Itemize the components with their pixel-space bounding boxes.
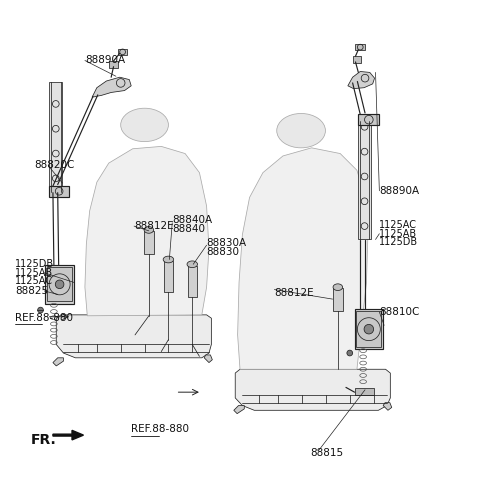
Polygon shape [204,355,212,363]
Ellipse shape [277,114,325,148]
Circle shape [37,307,43,313]
Text: 88812E: 88812E [134,221,174,231]
Text: 1125AB: 1125AB [15,268,53,278]
Text: FR.: FR. [31,433,57,447]
Text: REF.88-880: REF.88-880 [15,313,73,323]
Text: REF.88-880: REF.88-880 [131,424,189,434]
Bar [49,82,62,192]
Bar [47,267,72,301]
Ellipse shape [163,256,174,263]
Bar [118,49,127,55]
Text: 1125DB: 1125DB [15,259,54,269]
Text: 88840A: 88840A [172,215,212,226]
Text: 88890A: 88890A [85,55,125,66]
Circle shape [364,324,373,334]
Polygon shape [56,315,211,358]
Text: 88825: 88825 [15,286,48,296]
Bar [45,265,74,304]
Bar [357,311,381,347]
Polygon shape [238,148,368,369]
Text: 88815: 88815 [311,448,344,458]
Text: 88810C: 88810C [379,307,420,317]
Bar [188,266,197,297]
Ellipse shape [187,261,198,267]
Bar [164,261,173,292]
Ellipse shape [144,227,154,233]
Polygon shape [348,72,374,89]
Text: 88830A: 88830A [206,238,247,249]
Text: 88812E: 88812E [275,288,314,298]
Text: 88820C: 88820C [34,160,74,170]
Bar [333,288,343,311]
Polygon shape [234,405,244,414]
Text: 88830: 88830 [206,247,240,257]
Bar [355,388,373,395]
Ellipse shape [120,108,168,141]
Polygon shape [92,77,131,97]
Polygon shape [85,146,209,316]
Text: 1125AC: 1125AC [379,220,417,230]
Bar [359,115,379,125]
Bar [109,61,118,68]
Polygon shape [53,358,63,366]
Bar [355,309,383,349]
Bar [359,121,371,240]
Bar [49,186,69,197]
Text: 88840: 88840 [172,224,205,234]
Bar [356,44,365,50]
Polygon shape [235,369,390,410]
Circle shape [55,280,64,289]
Polygon shape [383,403,392,410]
Text: 88890A: 88890A [379,186,420,196]
Bar [144,231,154,254]
Circle shape [347,350,353,356]
Polygon shape [53,430,84,440]
Ellipse shape [333,284,343,290]
Bar [353,56,361,63]
Text: 1125AB: 1125AB [379,229,418,239]
Text: 1125DB: 1125DB [379,238,419,248]
Text: 1125AC: 1125AC [15,276,53,286]
